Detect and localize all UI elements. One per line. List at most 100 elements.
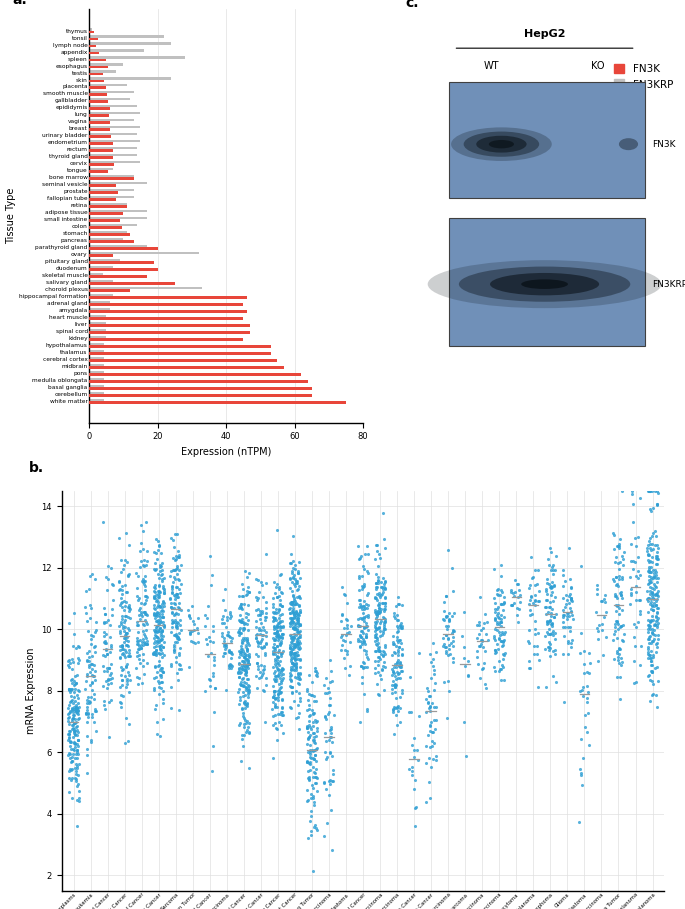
Point (121, 629, 132, 644)
Point (574, 814, 585, 829)
Point (374, 652, 385, 666)
Point (495, 558, 506, 573)
Point (375, 604, 386, 619)
Point (208, 634, 219, 649)
Point (269, 619, 280, 634)
Point (495, 619, 506, 634)
Point (406, 738, 417, 753)
Point (544, 577, 555, 592)
Point (152, 584, 163, 598)
Point (100, 648, 111, 663)
Point (154, 560, 165, 574)
Point (310, 713, 321, 727)
Point (378, 617, 389, 632)
Point (377, 662, 388, 676)
Point (610, 624, 621, 638)
Point (237, 732, 248, 746)
Point (325, 730, 336, 744)
Point (81, 696, 92, 711)
Point (356, 548, 366, 563)
Point (565, 580, 576, 594)
Point (292, 635, 303, 650)
Point (153, 539, 164, 554)
Point (168, 533, 179, 547)
Point (386, 678, 397, 693)
Point (66, 683, 77, 697)
Point (138, 524, 149, 538)
Point (118, 645, 129, 660)
Bar (89, 387, 312, 390)
Point (294, 571, 305, 585)
Point (133, 639, 144, 654)
Point (561, 588, 572, 603)
Point (121, 638, 132, 653)
Point (493, 654, 504, 668)
Point (255, 664, 266, 679)
Point (386, 668, 397, 683)
Point (67, 695, 78, 710)
Point (362, 598, 373, 613)
Point (152, 595, 163, 610)
Point (294, 722, 305, 736)
Point (64, 726, 75, 741)
Point (240, 638, 251, 653)
Point (167, 615, 178, 630)
Point (558, 629, 569, 644)
Point (116, 638, 127, 653)
Point (285, 611, 296, 625)
Bar (89, 112, 140, 115)
Point (295, 665, 306, 680)
Point (277, 619, 288, 634)
Point (533, 594, 544, 608)
Point (290, 655, 301, 670)
Point (155, 609, 166, 624)
Point (120, 595, 131, 610)
Point (635, 568, 646, 583)
Point (295, 660, 306, 674)
Point (243, 657, 254, 672)
Point (651, 496, 662, 511)
Point (628, 497, 639, 512)
Point (82, 705, 93, 720)
Point (154, 570, 165, 584)
Point (307, 703, 318, 717)
Point (627, 487, 638, 502)
Point (71, 759, 82, 774)
Point (114, 619, 125, 634)
Point (645, 554, 656, 568)
Point (562, 634, 573, 649)
Point (173, 572, 184, 586)
Point (284, 639, 295, 654)
Point (490, 645, 501, 660)
Point (136, 554, 147, 568)
Point (271, 653, 282, 667)
Point (242, 656, 253, 671)
Point (360, 615, 371, 630)
Point (272, 628, 283, 643)
Point (548, 644, 559, 658)
Point (173, 631, 184, 645)
Point (438, 631, 449, 645)
Point (373, 644, 384, 658)
Point (170, 588, 181, 603)
Point (187, 599, 198, 614)
Point (67, 711, 78, 725)
Point (628, 617, 639, 632)
Point (64, 653, 75, 667)
Point (649, 578, 660, 593)
Point (64, 660, 75, 674)
Point (499, 595, 510, 610)
Point (288, 600, 299, 614)
Point (149, 544, 160, 559)
Point (329, 708, 340, 723)
Point (236, 577, 247, 592)
Point (242, 644, 253, 658)
Point (306, 791, 316, 805)
Point (240, 665, 251, 680)
Point (563, 595, 574, 610)
Point (289, 608, 300, 623)
Point (274, 602, 285, 616)
Point (63, 711, 74, 725)
Point (124, 649, 135, 664)
Point (242, 643, 253, 657)
